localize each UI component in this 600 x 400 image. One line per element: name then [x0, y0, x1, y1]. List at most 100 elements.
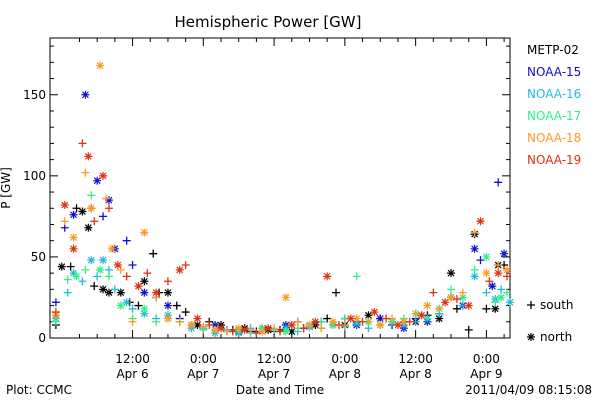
data-point-north	[352, 314, 361, 323]
data-point-north	[287, 327, 296, 336]
data-point-north	[458, 293, 467, 302]
data-point-north	[107, 244, 116, 253]
data-point-south	[334, 321, 343, 330]
data-point-south	[104, 204, 113, 213]
legend-entry: NOAA-16	[527, 87, 581, 101]
data-point-south	[90, 282, 99, 291]
data-point-north	[399, 317, 408, 326]
chart-title: Hemispheric Power [GW]	[175, 13, 362, 31]
data-point-north	[193, 321, 202, 330]
data-point-south	[476, 256, 485, 265]
data-point-north	[72, 272, 81, 281]
data-point-south	[228, 327, 237, 336]
data-point-south	[60, 217, 69, 226]
x-tick-date-label: Apr 8	[400, 367, 432, 381]
data-point-south	[63, 275, 72, 284]
data-point-north	[234, 324, 243, 333]
data-point-north	[482, 252, 491, 261]
data-point-north	[163, 314, 172, 323]
x-tick-time-label: 12:00	[115, 352, 150, 366]
data-point-south	[470, 228, 479, 237]
data-point-north	[376, 321, 385, 330]
data-point-south	[205, 321, 214, 330]
x-tick-date-label: Apr 7	[258, 367, 290, 381]
data-point-north	[503, 265, 512, 274]
y-tick-label: 150	[23, 88, 46, 102]
data-point-north	[423, 301, 432, 310]
data-point-north	[96, 265, 105, 274]
data-point-north	[240, 325, 249, 334]
x-tick-time-label: 12:00	[257, 352, 292, 366]
data-point-north	[482, 269, 491, 278]
data-point-south	[128, 261, 137, 270]
data-point-south	[299, 324, 308, 333]
data-point-north	[500, 249, 509, 258]
data-point-north	[175, 265, 184, 274]
data-point-north	[287, 321, 296, 330]
x-tick-time-label: 0:00	[473, 352, 500, 366]
data-point-south	[382, 314, 391, 323]
data-point-north	[81, 90, 90, 99]
data-point-south	[172, 301, 181, 310]
data-point-north	[346, 314, 355, 323]
data-point-south	[252, 329, 261, 338]
data-point-south	[503, 288, 512, 297]
data-point-north	[470, 244, 479, 253]
data-point-south	[175, 317, 184, 326]
data-point-south	[494, 178, 503, 187]
data-point-south	[81, 265, 90, 274]
data-point-north	[393, 321, 402, 330]
data-point-south	[78, 139, 87, 148]
series-noaa-17	[51, 191, 512, 338]
data-point-south	[134, 301, 143, 310]
plot-credit: Plot: CCMC	[6, 383, 72, 397]
data-point-south	[464, 325, 473, 334]
data-point-south	[276, 327, 284, 336]
x-axis-label: Date and Time	[236, 383, 324, 397]
data-point-south	[66, 262, 75, 271]
series-noaa-15	[51, 90, 509, 336]
data-point-north	[99, 256, 108, 265]
data-point-north	[152, 288, 161, 297]
legend-entry: NOAA-18	[527, 131, 581, 145]
data-point-south	[72, 204, 81, 213]
data-points-layer	[51, 61, 514, 338]
data-point-south	[458, 288, 467, 297]
data-point-south	[87, 191, 96, 200]
data-point-south	[81, 168, 90, 177]
data-point-north	[264, 324, 273, 333]
data-point-south	[181, 261, 190, 270]
data-point-north	[84, 152, 93, 161]
data-point-south	[482, 304, 491, 313]
data-point-south	[293, 317, 302, 326]
data-point-north	[211, 321, 220, 330]
data-point-south	[317, 324, 326, 333]
data-point-north	[305, 321, 314, 330]
data-point-south	[104, 272, 113, 281]
data-point-north	[122, 298, 131, 307]
data-point-south	[447, 285, 456, 294]
data-point-north	[99, 285, 108, 294]
data-point-north	[311, 317, 320, 326]
data-point-north	[364, 311, 373, 320]
data-point-north	[78, 207, 87, 216]
y-tick-label: 50	[31, 250, 46, 264]
data-point-north	[69, 244, 78, 253]
data-point-south	[90, 217, 99, 226]
data-point-south	[122, 236, 131, 245]
data-point-south	[102, 194, 111, 203]
data-point-south	[405, 317, 414, 326]
data-point-north	[104, 288, 113, 297]
legend-entry: NOAA-17	[527, 109, 581, 123]
data-point-north	[476, 217, 485, 226]
data-point-north	[140, 309, 149, 318]
data-point-north	[376, 314, 385, 323]
data-point-south	[332, 288, 341, 297]
x-tick-time-label: 0:00	[331, 352, 358, 366]
data-point-south	[352, 272, 361, 281]
data-point-south	[452, 295, 461, 304]
data-point-north	[352, 319, 361, 328]
y-tick-label: 100	[23, 169, 46, 183]
marker-legend-label: south	[540, 298, 574, 312]
